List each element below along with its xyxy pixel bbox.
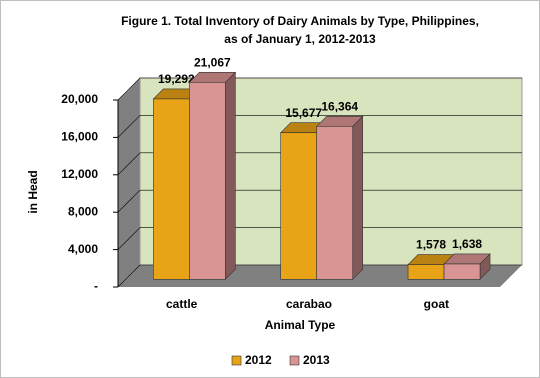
bar bbox=[443, 263, 481, 280]
bar bbox=[407, 264, 445, 280]
grid-line bbox=[117, 189, 141, 213]
bar-side bbox=[225, 71, 236, 281]
side-wall bbox=[118, 78, 140, 287]
x-tick-label: goat bbox=[424, 297, 449, 311]
x-tick-label: cattle bbox=[166, 297, 198, 311]
grid-line bbox=[117, 77, 141, 101]
chart-title: as of January 1, 2012-2013 bbox=[224, 32, 376, 46]
y-tick-label: 20,000 bbox=[61, 92, 98, 106]
y-tick-label: 4,000 bbox=[68, 242, 98, 256]
value-label: 16,364 bbox=[321, 99, 358, 113]
legend-swatch bbox=[231, 355, 242, 366]
value-label: 1,578 bbox=[416, 238, 446, 252]
y-tick-label: - bbox=[94, 279, 98, 293]
grid-line bbox=[117, 227, 141, 250]
value-label: 15,677 bbox=[285, 106, 322, 120]
legend-swatch bbox=[289, 355, 300, 366]
bar bbox=[189, 82, 226, 280]
y-tick-label: 12,000 bbox=[61, 167, 98, 181]
value-label: 1,638 bbox=[452, 237, 482, 251]
grid-line bbox=[117, 264, 141, 288]
chart-title: Figure 1. Total Inventory of Dairy Anima… bbox=[121, 14, 479, 28]
value-label: 21,067 bbox=[194, 55, 231, 69]
x-axis-label: Animal Type bbox=[265, 318, 336, 332]
y-tick-label: 16,000 bbox=[61, 130, 98, 144]
value-label: 19,292 bbox=[158, 72, 195, 86]
grid-line bbox=[117, 115, 141, 138]
bar bbox=[153, 98, 190, 280]
x-tick-label: carabao bbox=[286, 297, 332, 311]
grid-line bbox=[117, 152, 141, 176]
legend-label: 2012 bbox=[245, 353, 272, 367]
bar bbox=[280, 132, 318, 280]
legend-label: 2013 bbox=[303, 353, 330, 367]
y-tick-label: 8,000 bbox=[68, 204, 98, 218]
y-axis-label: in Head bbox=[26, 170, 40, 213]
bar bbox=[316, 125, 354, 280]
bar-side bbox=[352, 115, 364, 281]
